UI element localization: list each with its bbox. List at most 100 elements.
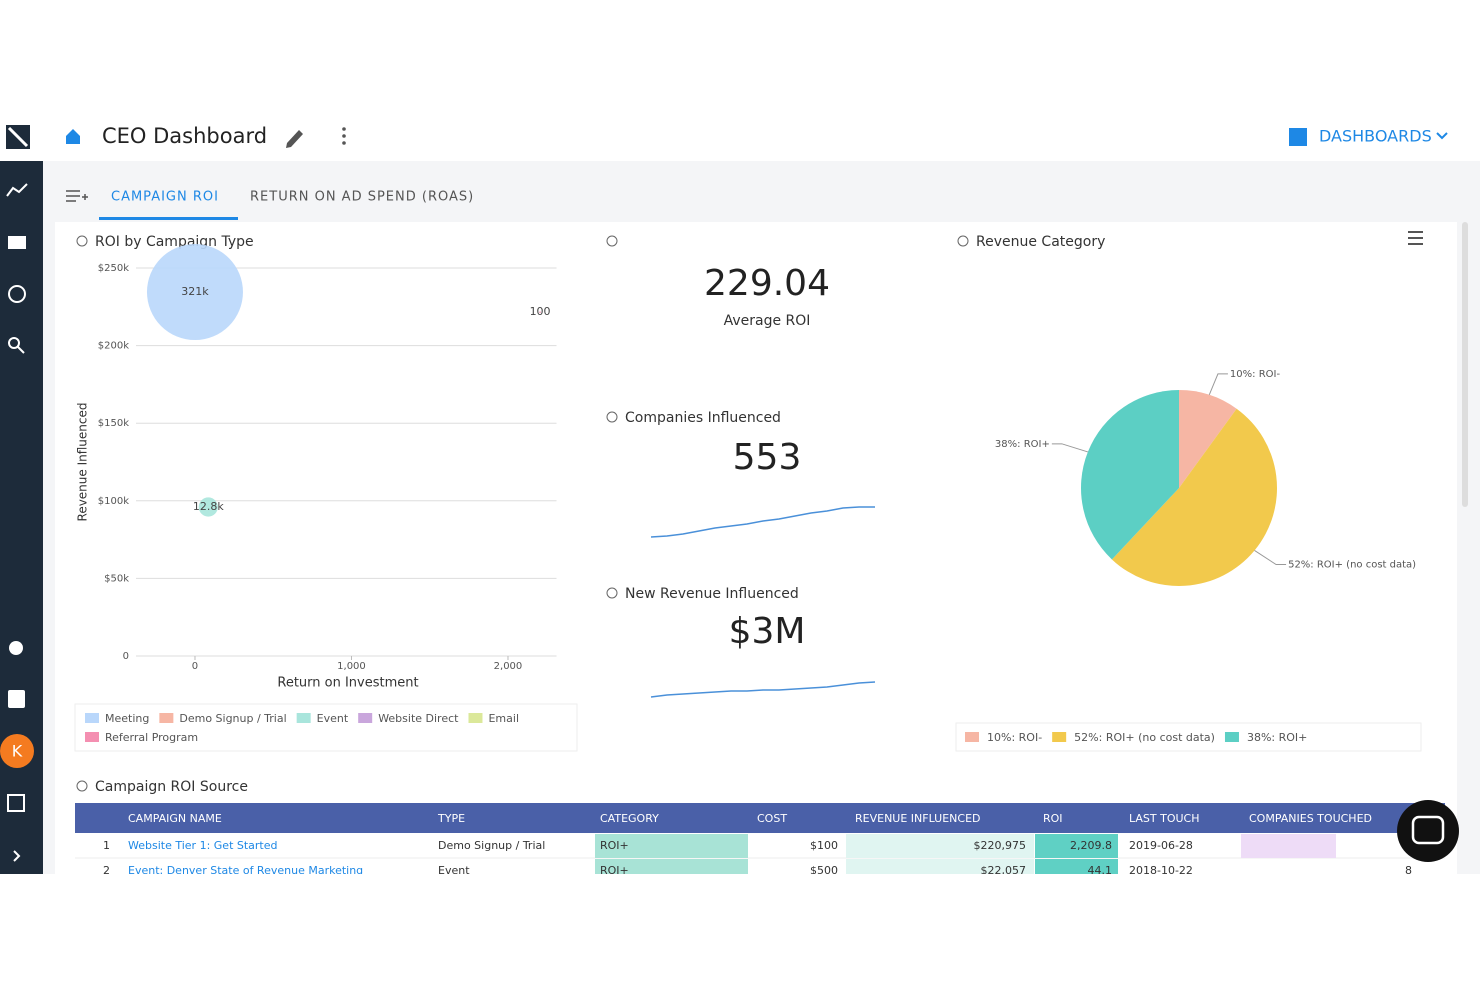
legend-swatch <box>159 713 174 723</box>
legend-swatch <box>468 713 483 723</box>
legend-swatch <box>85 713 99 723</box>
cell-highlight <box>1035 859 1118 874</box>
nav-icon[interactable] <box>8 236 26 249</box>
settings-icon[interactable] <box>9 641 23 655</box>
legend-swatch <box>1224 732 1239 742</box>
nav-icon[interactable] <box>8 337 20 349</box>
kpi-title: Companies Influenced <box>625 410 781 426</box>
x-tick-label: 1,000 <box>337 661 366 672</box>
cell-highlight <box>595 859 748 874</box>
table-cell: ROI+ <box>600 839 629 852</box>
sparkline <box>650 506 875 538</box>
info-icon <box>957 235 969 247</box>
legend-label: 10%: ROI- <box>987 731 1042 744</box>
cell-highlight <box>595 834 748 858</box>
y-axis-label: Revenue Influenced <box>76 403 90 522</box>
table-cell: $500 <box>810 864 838 877</box>
legend-box <box>955 722 1422 752</box>
legend-label: Meeting <box>105 712 149 725</box>
legend-swatch <box>85 732 99 742</box>
table-cell: 8 <box>1405 864 1412 877</box>
slice-label: 52%: ROI+ (no cost data) <box>1288 559 1416 570</box>
legend-swatch <box>358 713 373 723</box>
y-tick-label: 0 <box>123 651 129 662</box>
table-cell: $100 <box>810 839 838 852</box>
dashboards-icon[interactable] <box>1289 128 1307 146</box>
legend-swatch <box>1052 732 1067 742</box>
home-icon[interactable] <box>66 129 80 144</box>
y-tick-label: $150k <box>98 418 129 429</box>
legend-box <box>74 703 578 752</box>
x-axis-label: Return on Investment <box>277 676 418 691</box>
legend-label: Event <box>317 712 349 725</box>
help-icon[interactable] <box>8 690 25 708</box>
table-cell: 44.1 <box>1088 864 1113 877</box>
avatar-initial: K <box>12 742 23 761</box>
add-tab-icon[interactable] <box>66 190 88 202</box>
chart-title: Revenue Category <box>976 234 1105 250</box>
nav-icon[interactable] <box>6 183 28 197</box>
column-header: TYPE <box>437 812 465 825</box>
cell-highlight <box>1035 834 1118 858</box>
leader-line <box>1254 550 1287 565</box>
edit-icon[interactable] <box>286 130 303 148</box>
dropdown-arrow[interactable] <box>1436 132 1448 140</box>
table-cell: Event <box>438 864 470 877</box>
legend-label: 38%: ROI+ <box>1247 731 1307 744</box>
logout-icon[interactable] <box>7 794 25 812</box>
campaign-link[interactable]: Website Tier 1: Get Started <box>128 839 278 852</box>
scrollbar <box>1462 222 1468 507</box>
nav-icon[interactable] <box>8 285 26 303</box>
column-header: COMPANIES TOUCHED <box>1249 812 1372 825</box>
campaign-link[interactable]: Event: Denver State of Revenue Marketing <box>128 864 363 877</box>
info-icon <box>606 411 618 423</box>
legend-swatch <box>296 713 311 723</box>
row-index: 2 <box>103 864 110 877</box>
avatar[interactable] <box>0 734 34 768</box>
leader-line <box>1208 373 1228 395</box>
app-window: K CEO Dashboard DASHBOARDS CAMPAIGN ROI … <box>0 113 1480 877</box>
table-cell: $220,975 <box>974 839 1027 852</box>
slice-label: 10%: ROI- <box>1230 369 1281 380</box>
table-cell: Demo Signup / Trial <box>438 839 545 852</box>
legend-label: Referral Program <box>105 731 198 744</box>
dashboards-button[interactable]: DASHBOARDS <box>1319 127 1432 146</box>
table-cell: 2019-06-28 <box>1129 839 1193 852</box>
kpi-widget: 229.04 Average ROI Companies Influenced 553… <box>606 235 876 698</box>
expand-icon[interactable] <box>13 850 21 862</box>
column-header: CATEGORY <box>600 812 659 825</box>
column-header: CAMPAIGN NAME <box>128 812 222 825</box>
nav-icon[interactable] <box>17 346 25 354</box>
slice-label: 38%: ROI+ <box>995 439 1050 450</box>
pie-slice <box>1081 390 1179 560</box>
table-header <box>75 803 1445 833</box>
row-index: 1 <box>103 839 110 852</box>
y-tick-label: $200k <box>98 341 129 352</box>
tab[interactable]: RETURN ON AD SPEND (ROAS) <box>250 190 474 205</box>
kpi-label: Average ROI <box>724 313 811 329</box>
table-title: Campaign ROI Source <box>95 779 248 795</box>
sparkline <box>650 681 876 698</box>
menu-dot[interactable] <box>342 141 346 145</box>
table-cell: ROI+ <box>600 864 629 877</box>
legend-label: Website Direct <box>378 712 459 725</box>
kpi-title: New Revenue Influenced <box>625 586 799 602</box>
info-icon <box>606 235 618 247</box>
chat-icon <box>1411 815 1445 845</box>
bubble-label: 321k <box>181 285 209 298</box>
menu-dot[interactable] <box>342 127 346 131</box>
cell-highlight <box>846 859 1034 874</box>
menu-dot[interactable] <box>342 134 346 138</box>
legend-label: 52%: ROI+ (no cost data) <box>1074 731 1215 744</box>
y-tick-label: $50k <box>104 573 129 584</box>
tab-active[interactable]: CAMPAIGN ROI <box>111 190 219 205</box>
companies-bar <box>1241 834 1336 858</box>
info-icon <box>606 587 618 599</box>
column-header: COST <box>757 812 787 825</box>
y-tick-label: $250k <box>98 263 129 274</box>
info-icon <box>76 780 88 792</box>
bubble <box>146 244 243 341</box>
bubble-label: 100 <box>530 305 551 318</box>
chat-button[interactable] <box>1397 800 1459 862</box>
